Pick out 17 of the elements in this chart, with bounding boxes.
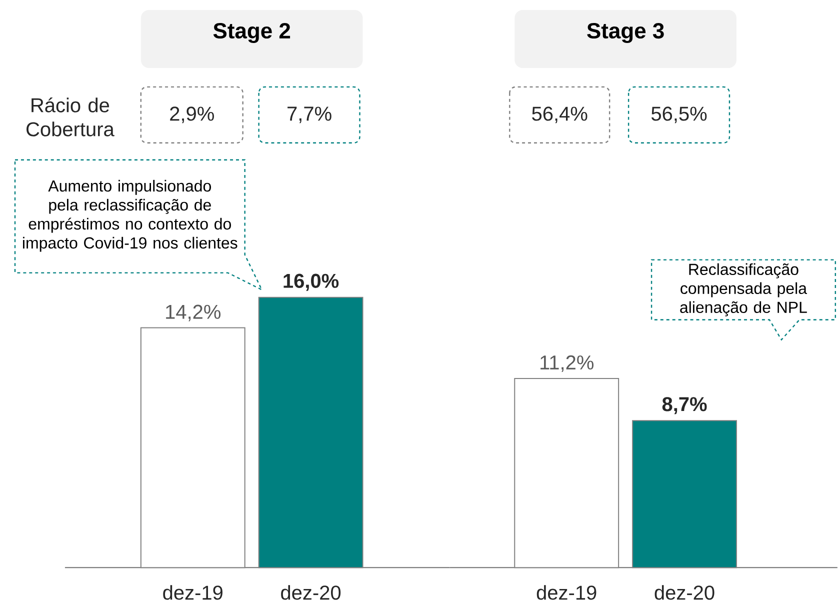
- data-label: 8,7%: [662, 397, 707, 414]
- chart-title: Stage 2: [213, 23, 290, 44]
- data-label: 14,2%: [166, 304, 220, 322]
- text: 2,9%: [170, 106, 214, 124]
- text: Rácio de Cobertura: [26, 98, 114, 137]
- x-tick-label: dez-19: [536, 585, 596, 600]
- data-label: 11,2%: [540, 356, 594, 372]
- chart-title: Stage 3: [587, 23, 664, 44]
- x-tick-label: dez-20: [654, 585, 714, 600]
- text: Aumento impulsionado pela reclassificação de empréstimos no contexto do impacto Covid-19 nos clientes: [23, 180, 238, 252]
- data-label: 16,0%: [284, 274, 339, 292]
- x-tick-label: dez-20: [281, 585, 341, 600]
- text: 56,4%: [532, 106, 588, 124]
- text: 7,7%: [288, 106, 332, 124]
- text: 56,5%: [651, 106, 707, 124]
- x-tick-label: dez-19: [163, 585, 222, 600]
- text: Reclassificação compensada pela alienação de NPL: [680, 264, 807, 316]
